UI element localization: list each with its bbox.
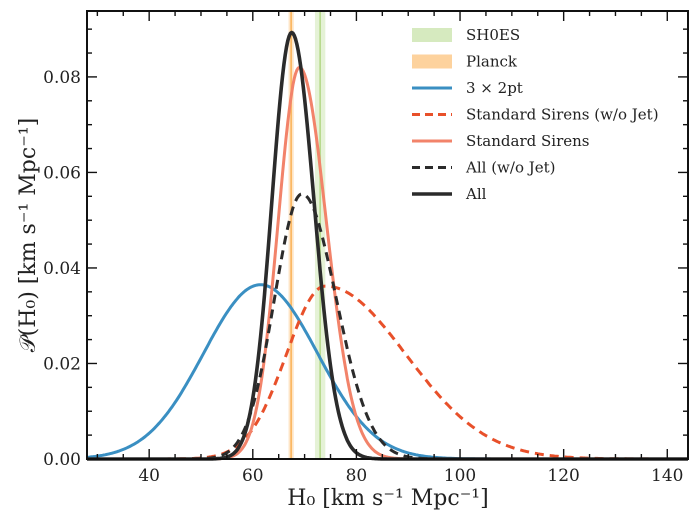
x-tick-label: 60: [242, 466, 264, 486]
x-tick-label: 120: [547, 466, 579, 486]
x-tick-label: 40: [138, 466, 160, 486]
legend-label-all: All: [465, 185, 487, 203]
legend-label-planck: Planck: [466, 53, 518, 71]
legend-label-standard-sirens: Standard Sirens: [466, 132, 589, 150]
legend-label-all-w-o-jet: All (w/o Jet): [465, 159, 556, 177]
y-tick-label: 0.04: [43, 259, 81, 279]
legend-label-standard-sirens-w-o-jet: Standard Sirens (w/o Jet): [466, 106, 659, 124]
y-axis-title: 𝒫(H₀) [km s⁻¹ Mpc⁻¹]: [16, 118, 41, 352]
series-all: [86, 30, 689, 461]
series-standard-sirens-w-o-jet: [86, 284, 689, 461]
series-all-w-o-jet: [86, 192, 689, 461]
y-tick-label: 0.00: [43, 450, 81, 470]
plot-frame: [86, 10, 689, 460]
legend-swatch-sh0es: [412, 28, 452, 42]
legend: SH0ES Planck 3 × 2pt Standard Sirens (w/o J…: [412, 26, 659, 203]
x-tick-label: 140: [651, 466, 683, 486]
x-axis-title: H₀ [km s⁻¹ Mpc⁻¹]: [287, 486, 488, 511]
y-tick-label: 0.02: [43, 354, 81, 374]
series-3-2pt: [86, 283, 689, 461]
legend-label-3-2pt: 3 × 2pt: [466, 79, 523, 97]
legend-swatch-planck: [412, 54, 452, 69]
x-tick-label: 80: [346, 466, 368, 486]
x-tick-label: 100: [444, 466, 476, 486]
y-tick-label: 0.08: [43, 68, 81, 88]
legend-label-sh0es: SH0ES: [466, 26, 520, 44]
y-tick-label: 0.06: [43, 163, 81, 183]
